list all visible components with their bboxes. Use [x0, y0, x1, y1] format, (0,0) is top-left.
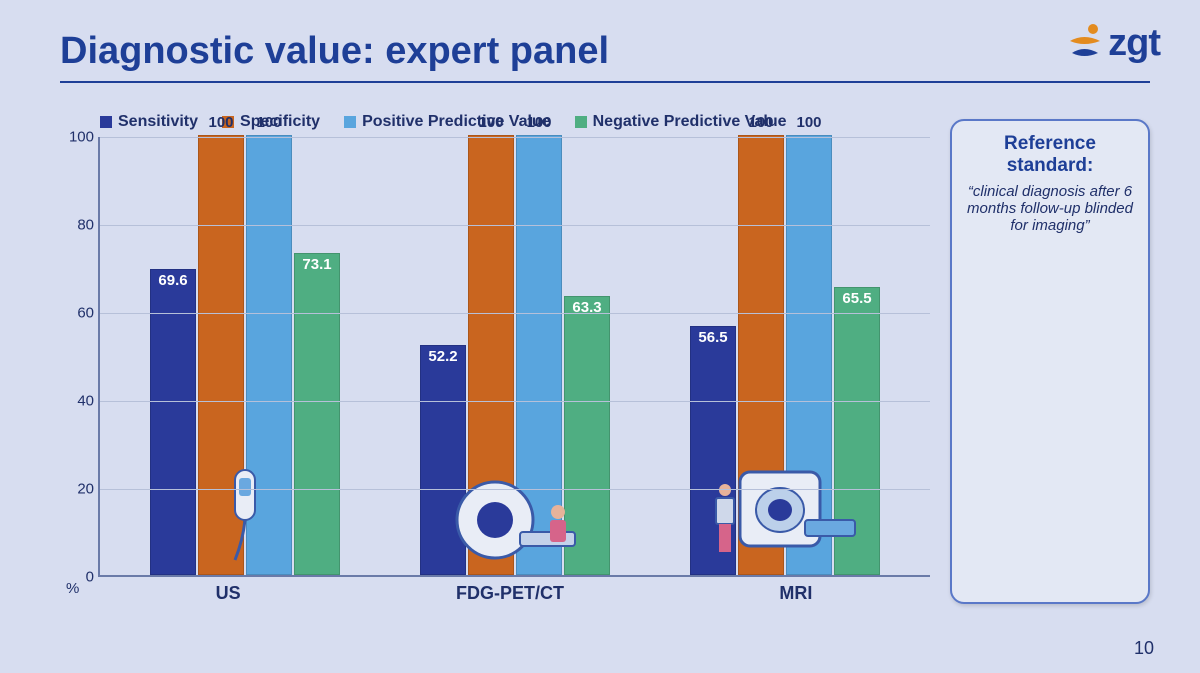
bar-value-label: 52.2: [421, 348, 465, 365]
bar-group: 52.210010063.3: [420, 135, 610, 575]
bar-ppv: 100: [516, 135, 562, 575]
y-tick-label: 60: [66, 305, 94, 322]
plot-area: % 69.610010073.152.210010063.356.5100100…: [98, 137, 930, 577]
x-label: MRI: [779, 583, 812, 604]
legend-label: Sensitivity: [118, 113, 198, 131]
bar-sens: 52.2: [420, 345, 466, 575]
bar-sens: 69.6: [150, 269, 196, 575]
sidebox-body: “clinical diagnosis after 6 months follo…: [962, 183, 1138, 234]
legend-swatch: [344, 116, 356, 128]
y-tick-label: 100: [66, 129, 94, 146]
bar-value-label: 100: [247, 114, 291, 131]
bar-ppv: 100: [246, 135, 292, 575]
reference-standard-box: Reference standard: “clinical diagnosis …: [950, 119, 1150, 604]
bar-value-label: 100: [199, 114, 243, 131]
gridline: [100, 313, 930, 314]
bar-value-label: 65.5: [835, 290, 879, 307]
logo-mark-icon: [1066, 23, 1104, 65]
bar-value-label: 56.5: [691, 329, 735, 346]
y-tick-label: 40: [66, 393, 94, 410]
page-number: 10: [1134, 638, 1154, 659]
sidebox-title: Reference standard:: [962, 133, 1138, 177]
y-tick-label: 80: [66, 217, 94, 234]
bar-value-label: 73.1: [295, 256, 339, 273]
bar-value-label: 69.6: [151, 272, 195, 289]
bar-groups: 69.610010073.152.210010063.356.510010065…: [100, 137, 930, 575]
bar-group: 69.610010073.1: [150, 135, 340, 575]
slide: zgt Diagnostic value: expert panel Sensi…: [0, 0, 1200, 673]
legend-swatch: [100, 116, 112, 128]
bar-value-label: 100: [787, 114, 831, 131]
bar-group: 56.510010065.5: [690, 135, 880, 575]
gridline: [100, 489, 930, 490]
bar-spec: 100: [198, 135, 244, 575]
bar-spec: 100: [468, 135, 514, 575]
bar-npv: 73.1: [294, 253, 340, 575]
bar-npv: 63.3: [564, 296, 610, 575]
chart: Sensitivity Specificity Positive Predict…: [60, 113, 930, 604]
y-tick-label: 0: [66, 569, 94, 586]
bar-value-label: 100: [469, 114, 513, 131]
gridline: [100, 225, 930, 226]
x-label: FDG-PET/CT: [456, 583, 564, 604]
bar-sens: 56.5: [690, 326, 736, 575]
gridline: [100, 137, 930, 138]
legend-item-sensitivity: Sensitivity: [100, 113, 198, 131]
gridline: [100, 401, 930, 402]
content-row: Sensitivity Specificity Positive Predict…: [60, 113, 1150, 604]
bar-value-label: 100: [739, 114, 783, 131]
bar-ppv: 100: [786, 135, 832, 575]
x-axis-labels: US FDG-PET/CT MRI: [98, 577, 930, 604]
logo-text: zgt: [1108, 22, 1160, 65]
x-label: US: [216, 583, 241, 604]
y-tick-label: 20: [66, 481, 94, 498]
bar-spec: 100: [738, 135, 784, 575]
page-title: Diagnostic value: expert panel: [60, 30, 1150, 83]
bar-value-label: 100: [517, 114, 561, 131]
logo: zgt: [1066, 22, 1160, 65]
legend-swatch: [575, 116, 587, 128]
bar-npv: 65.5: [834, 287, 880, 575]
